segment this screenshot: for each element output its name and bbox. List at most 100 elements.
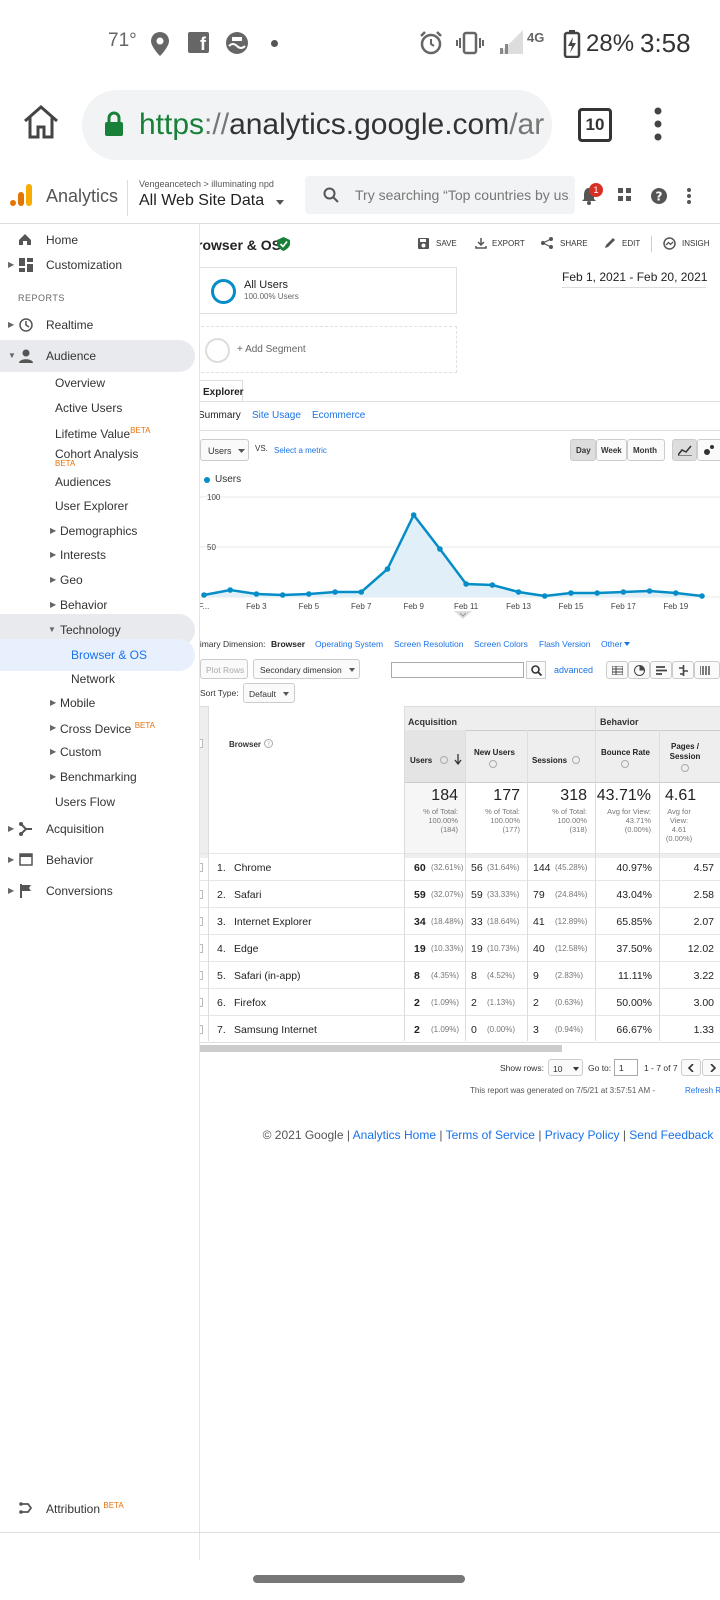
sidebar-item-overview[interactable]: Overview xyxy=(0,367,195,399)
sidebar-item-browser-os[interactable]: Browser & OS xyxy=(0,639,195,671)
subtab-ecommerce[interactable]: Ecommerce xyxy=(312,410,366,421)
sidebar-item-lifetime-value[interactable]: Lifetime ValueBETA xyxy=(0,417,195,449)
column-browser[interactable]: Browser xyxy=(229,740,262,749)
export-button[interactable]: EXPORT xyxy=(492,239,525,248)
tab-switcher-button[interactable]: 10 xyxy=(578,108,612,142)
row-checkbox[interactable] xyxy=(200,998,203,1007)
footer-terms-link[interactable]: Terms of Service xyxy=(445,1128,535,1142)
sidebar-item-cross-device[interactable]: ▶ Cross Device BETA xyxy=(50,721,156,736)
granularity-day-button[interactable]: Day xyxy=(570,439,596,461)
sidebar-item-cohort-analysis[interactable]: Cohort Analysis BETA xyxy=(0,438,195,468)
column-pages-session-header[interactable]: Pages / Session xyxy=(659,730,720,782)
row-browser-link[interactable]: Internet Explorer xyxy=(234,916,312,928)
view-pie-button[interactable] xyxy=(628,661,650,679)
row-browser-link[interactable]: Safari (in-app) xyxy=(234,970,301,982)
search-input[interactable]: Try searching “Top countries by us... xyxy=(355,187,570,203)
sidebar-item-home[interactable]: Home xyxy=(0,224,195,256)
users-chart[interactable]: 50 100 F... Feb 3 Feb 5 Feb 7 Feb 9 Feb 11 Feb 1… xyxy=(200,489,720,619)
select-all-checkbox[interactable] xyxy=(200,739,203,748)
sidebar-item-mobile[interactable]: ▶ Mobile xyxy=(50,696,96,710)
advanced-filter-link[interactable]: advanced xyxy=(554,665,594,675)
apps-grid-icon[interactable] xyxy=(618,188,632,202)
row-browser-link[interactable]: Safari xyxy=(234,889,262,901)
url-bar[interactable]: https://analytics.google.com/ar xyxy=(82,90,552,160)
dimension-flash-version[interactable]: Flash Version xyxy=(539,639,591,649)
dimension-screen-colors[interactable]: Screen Colors xyxy=(474,639,528,649)
sidebar-item-user-explorer[interactable]: User Explorer xyxy=(0,490,195,522)
header-more-icon[interactable] xyxy=(686,187,692,205)
sidebar-item-audiences[interactable]: Audiences xyxy=(0,466,195,498)
sidebar-item-network[interactable]: Network xyxy=(0,663,195,695)
sidebar-item-users-flow[interactable]: Users Flow xyxy=(0,786,195,818)
sidebar-item-customization[interactable]: ▶ Customization xyxy=(8,258,123,272)
row-checkbox[interactable] xyxy=(200,863,203,872)
row-checkbox[interactable] xyxy=(200,971,203,980)
sidebar-item-active-users[interactable]: Active Users xyxy=(0,392,195,424)
metric-select[interactable]: Users xyxy=(200,439,249,461)
dimension-browser[interactable]: Browser xyxy=(271,639,306,649)
table-filter-input[interactable] xyxy=(391,662,524,678)
view-table-button[interactable] xyxy=(606,661,628,679)
column-new-users-header[interactable]: New Users xyxy=(465,730,527,782)
insights-button[interactable]: INSIGH xyxy=(682,239,710,248)
sidebar-item-audience[interactable]: ▼ Audience xyxy=(0,340,195,372)
row-browser-link[interactable]: Firefox xyxy=(234,997,267,1009)
previous-page-button[interactable] xyxy=(681,1059,701,1076)
sidebar-item-conversions[interactable]: ▶ Conversions xyxy=(8,884,113,898)
property-selector[interactable]: All Web Site Data xyxy=(139,192,265,209)
sidebar-item-attribution[interactable]: Attribution BETA xyxy=(0,1492,195,1524)
granularity-week-button[interactable]: Week xyxy=(596,439,627,461)
row-checkbox[interactable] xyxy=(200,890,203,899)
row-checkbox[interactable] xyxy=(200,944,203,953)
view-comparison-button[interactable] xyxy=(672,661,694,679)
dimension-other[interactable]: Other xyxy=(601,639,623,649)
view-pivot-button[interactable] xyxy=(694,661,720,679)
date-range-selector[interactable]: Feb 1, 2021 - Feb 20, 2021 xyxy=(562,270,707,288)
overflow-menu-icon[interactable] xyxy=(652,106,664,142)
plot-rows-button[interactable]: Plot Rows xyxy=(200,659,248,679)
select-metric-link[interactable]: Select a metric xyxy=(274,446,327,455)
row-browser-link[interactable]: Chrome xyxy=(234,862,272,874)
sidebar-item-interests[interactable]: ▶ Interests xyxy=(50,548,107,562)
sort-type-select[interactable]: Default xyxy=(243,683,295,703)
next-page-button[interactable] xyxy=(702,1059,720,1076)
subtab-site-usage[interactable]: Site Usage xyxy=(252,410,301,421)
dimension-screen-resolution[interactable]: Screen Resolution xyxy=(394,639,464,649)
subtab-summary[interactable]: Summary xyxy=(200,410,241,421)
view-performance-button[interactable] xyxy=(650,661,672,679)
sidebar-item-custom[interactable]: ▶ Custom xyxy=(50,745,102,759)
footer-analytics-home-link[interactable]: Analytics Home xyxy=(352,1128,437,1142)
home-icon[interactable] xyxy=(22,104,60,140)
row-browser-link[interactable]: Samsung Internet xyxy=(234,1024,317,1036)
column-sessions-header[interactable]: Sessions xyxy=(527,730,595,782)
row-checkbox[interactable] xyxy=(200,1025,203,1034)
account-breadcrumb[interactable]: Vengeancetech > illuminating npd xyxy=(139,179,274,189)
refresh-report-link[interactable]: Refresh Re xyxy=(685,1086,720,1095)
row-checkbox[interactable] xyxy=(200,917,203,926)
sidebar-item-geo[interactable]: ▶ Geo xyxy=(50,573,83,587)
tab-explorer[interactable]: Explorer xyxy=(200,380,244,402)
granularity-month-button[interactable]: Month xyxy=(627,439,665,461)
line-chart-button[interactable] xyxy=(672,439,697,461)
dimension-operating-system[interactable]: Operating System xyxy=(315,639,384,649)
add-segment-button[interactable]: + Add Segment xyxy=(200,326,457,373)
horizontal-scrollbar[interactable] xyxy=(200,1045,562,1052)
sidebar-item-behavior-sub[interactable]: ▶ Behavior xyxy=(50,598,108,612)
share-button[interactable]: SHARE xyxy=(560,239,588,248)
show-rows-select[interactable]: 10 xyxy=(548,1059,583,1076)
motion-chart-button[interactable] xyxy=(697,439,720,461)
gesture-home-bar[interactable] xyxy=(253,1575,465,1583)
goto-input[interactable]: 1 xyxy=(614,1059,638,1076)
footer-privacy-link[interactable]: Privacy Policy xyxy=(544,1128,620,1142)
sidebar-item-acquisition[interactable]: ▶ Acquisition xyxy=(8,822,105,836)
search-box[interactable]: Try searching “Top countries by us... xyxy=(305,176,575,214)
edit-button[interactable]: EDIT xyxy=(622,239,641,248)
footer-feedback-link[interactable]: Send Feedback xyxy=(629,1128,714,1142)
save-button[interactable]: SAVE xyxy=(436,239,457,248)
column-users-header[interactable]: Users xyxy=(404,730,465,782)
sidebar-item-behavior[interactable]: ▶ Behavior xyxy=(8,853,94,867)
sidebar-item-demographics[interactable]: ▶ Demographics xyxy=(50,524,138,538)
segment-all-users[interactable]: All Users 100.00% Users xyxy=(200,267,457,314)
row-browser-link[interactable]: Edge xyxy=(234,943,259,955)
table-filter-search-button[interactable] xyxy=(526,661,546,679)
